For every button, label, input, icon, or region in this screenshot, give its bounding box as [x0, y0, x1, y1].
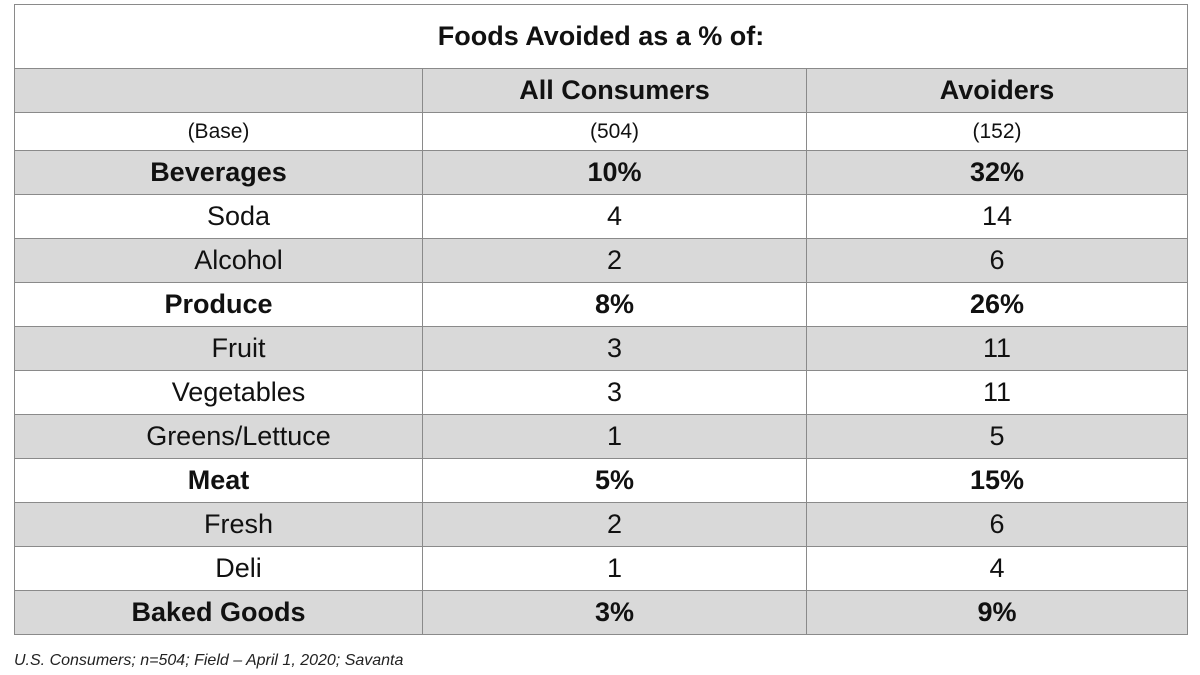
cell-avoiders: 5: [805, 414, 1189, 459]
column-header-empty: [14, 68, 423, 113]
base-row: (Base) (504) (152): [14, 112, 1189, 151]
item-label: Greens/Lettuce: [14, 414, 423, 459]
table-title: Foods Avoided as a % of:: [13, 4, 1189, 69]
cell-avoiders: 15%: [805, 458, 1189, 503]
base-all-consumers: (504): [422, 112, 807, 151]
cell-all-consumers: 1: [422, 414, 807, 459]
item-label: Alcohol: [14, 238, 423, 283]
base-label: (Base): [14, 112, 423, 151]
column-header-row: All Consumers Avoiders: [14, 68, 1189, 113]
cell-all-consumers: 8%: [422, 282, 807, 327]
cell-all-consumers: 2: [422, 238, 807, 283]
item-label: Fruit: [14, 326, 423, 371]
cell-avoiders: 32%: [805, 150, 1189, 195]
table-row: Fresh 2 6: [14, 502, 1189, 547]
table-row: Alcohol 2 6: [14, 238, 1189, 283]
cell-all-consumers: 1: [422, 546, 807, 591]
table-row: Soda 4 14: [14, 194, 1189, 239]
item-label: Fresh: [14, 502, 423, 547]
cell-avoiders: 14: [805, 194, 1189, 239]
category-label: Produce: [14, 282, 423, 327]
category-label: Meat: [14, 458, 423, 503]
cell-avoiders: 9%: [805, 590, 1189, 635]
table-row: Baked Goods 3% 9%: [14, 590, 1189, 635]
cell-all-consumers: 2: [422, 502, 807, 547]
cell-all-consumers: 5%: [422, 458, 807, 503]
category-label: Baked Goods: [14, 590, 423, 635]
base-avoiders: (152): [805, 112, 1189, 151]
source-footnote: U.S. Consumers; n=504; Field – April 1, …: [14, 652, 404, 669]
cell-avoiders: 4: [805, 546, 1189, 591]
cell-avoiders: 6: [805, 502, 1189, 547]
cell-avoiders: 11: [805, 370, 1189, 415]
foods-avoided-table: Foods Avoided as a % of: All Consumers A…: [13, 4, 1189, 635]
table-row: Deli 1 4: [14, 546, 1189, 591]
item-label: Vegetables: [14, 370, 423, 415]
cell-all-consumers: 3: [422, 326, 807, 371]
category-label: Beverages: [14, 150, 423, 195]
table-row: Greens/Lettuce 1 5: [14, 414, 1189, 459]
column-header-avoiders: Avoiders: [805, 68, 1189, 113]
title-row: Foods Avoided as a % of:: [13, 4, 1189, 69]
cell-avoiders: 6: [805, 238, 1189, 283]
table-row: Meat 5% 15%: [14, 458, 1189, 503]
item-label: Soda: [14, 194, 423, 239]
cell-all-consumers: 10%: [422, 150, 807, 195]
table-row: Produce 8% 26%: [14, 282, 1189, 327]
table-row: Fruit 3 11: [14, 326, 1189, 371]
table-row: Beverages 10% 32%: [14, 150, 1189, 195]
cell-all-consumers: 3%: [422, 590, 807, 635]
cell-avoiders: 26%: [805, 282, 1189, 327]
item-label: Deli: [14, 546, 423, 591]
cell-avoiders: 11: [805, 326, 1189, 371]
table-row: Vegetables 3 11: [14, 370, 1189, 415]
cell-all-consumers: 3: [422, 370, 807, 415]
cell-all-consumers: 4: [422, 194, 807, 239]
column-header-all-consumers: All Consumers: [422, 68, 807, 113]
